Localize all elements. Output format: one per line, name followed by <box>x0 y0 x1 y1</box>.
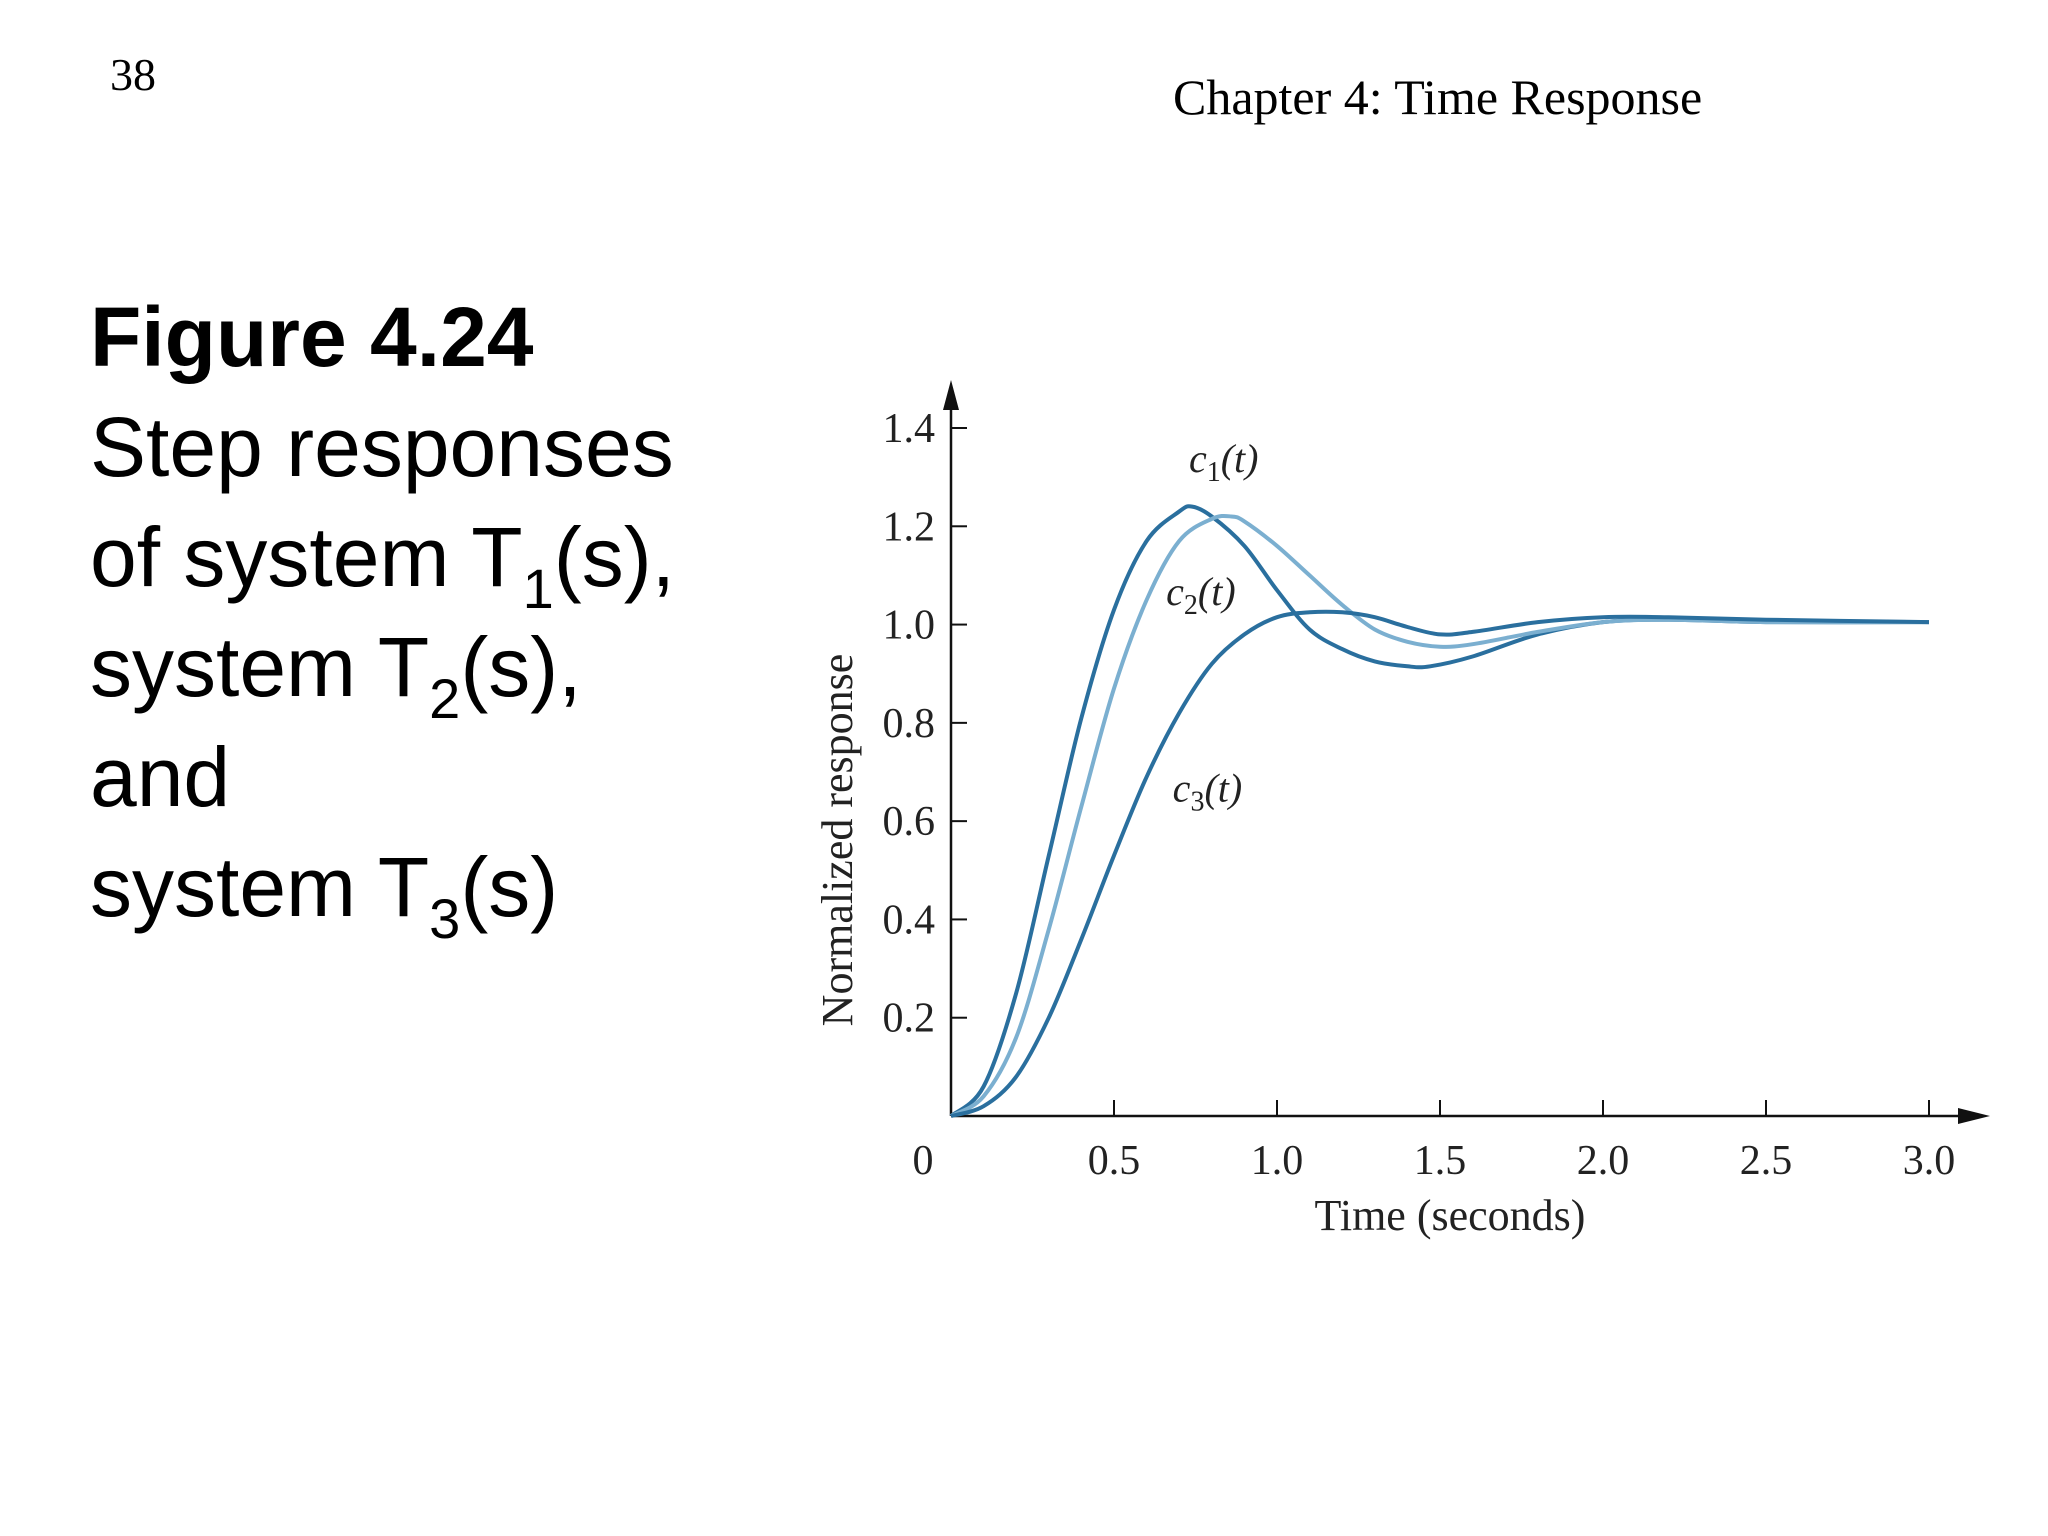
x-tick-label: 2.5 <box>1740 1138 1793 1184</box>
x-tick-label: 3.0 <box>1903 1138 1956 1184</box>
caption-text: of system T <box>90 510 523 604</box>
caption-text: (s), <box>553 510 676 604</box>
caption-line: of system T1(s), <box>90 502 676 617</box>
page-number: 38 <box>110 49 156 100</box>
x-axis-label: Time (seconds) <box>1315 1191 1586 1240</box>
x-tick-label: 0.5 <box>1088 1138 1141 1184</box>
figure-caption: Figure 4.24 Step responses of system T1(… <box>90 282 676 947</box>
y-tick-label: 1.2 <box>883 504 936 550</box>
x-tick-label: 0 <box>913 1138 934 1184</box>
caption-subscript: 3 <box>429 887 461 950</box>
y-axis-label: Normalized response <box>813 654 862 1027</box>
series-line-c1 <box>949 504 1930 1118</box>
y-tick-label: 0.8 <box>883 701 936 747</box>
series-line-c2 <box>949 513 1930 1118</box>
y-tick-label: 0.4 <box>883 897 936 943</box>
caption-subscript: 2 <box>429 667 461 730</box>
y-tick-label: 1.4 <box>883 406 936 452</box>
series-line-c3 <box>950 609 1930 1118</box>
caption-line: system T3(s) <box>90 832 675 947</box>
x-axis-arrow <box>1958 1108 1990 1124</box>
caption-subscript: 1 <box>522 557 554 620</box>
caption-text: (s), <box>460 620 582 714</box>
curve-label-c1: c1(t) <box>1189 436 1259 488</box>
caption-line: system T2(s), <box>90 612 675 727</box>
caption-text: (s) <box>460 840 559 934</box>
y-axis-arrow <box>943 380 959 410</box>
chapter-title: Chapter 4: Time Response <box>1173 69 1703 125</box>
x-tick-label: 1.0 <box>1251 1138 1304 1184</box>
y-tick-label: 0.6 <box>883 799 936 845</box>
y-tick-label: 0.2 <box>883 996 936 1042</box>
caption-line: Step responses <box>90 400 674 494</box>
curve-label-c3: c3(t) <box>1173 765 1243 817</box>
figure-label: Figure 4.24 <box>90 290 534 384</box>
curve-label-c2: c2(t) <box>1166 569 1236 621</box>
caption-text: system T <box>90 840 430 934</box>
y-tick-label: 1.0 <box>883 603 936 649</box>
x-tick-label: 1.5 <box>1414 1138 1467 1184</box>
caption-line: and <box>90 730 231 824</box>
caption-text: system T <box>90 620 430 714</box>
x-tick-label: 2.0 <box>1577 1138 1630 1184</box>
